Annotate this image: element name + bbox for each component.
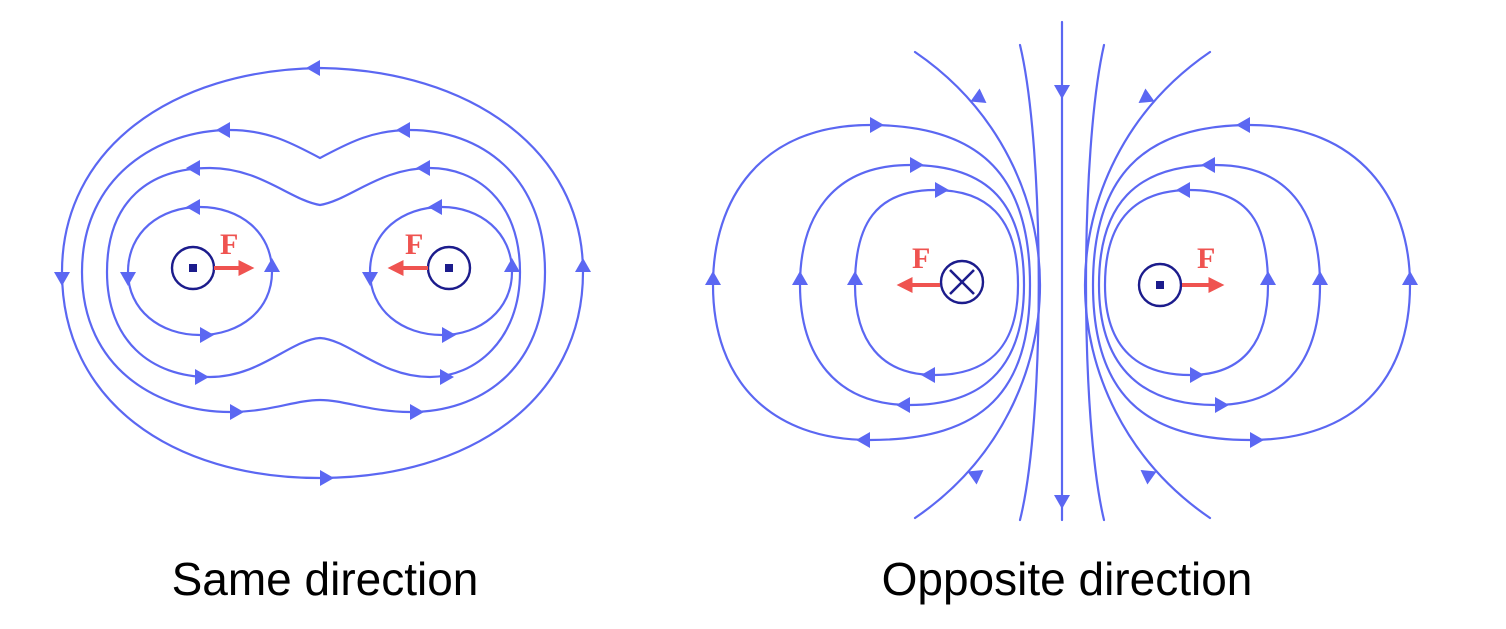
force-label: F — [405, 228, 423, 261]
arrow-icon — [396, 122, 410, 138]
arrow-icon — [216, 122, 230, 138]
arrow-icon — [910, 157, 924, 173]
arrow-icon — [1250, 432, 1264, 448]
field-arrows — [705, 85, 1418, 509]
arrow-icon — [870, 117, 884, 133]
arrow-icon — [1054, 495, 1070, 509]
arrow-icon — [428, 199, 442, 215]
force-arrow: F — [896, 242, 940, 293]
arrow-icon — [200, 327, 214, 343]
field-line — [1103, 188, 1270, 377]
wire-into-page-icon — [939, 259, 985, 305]
field-line — [105, 166, 522, 379]
arrow-icon — [921, 367, 935, 383]
force-label: F — [220, 228, 238, 261]
arrow-icon — [705, 271, 721, 285]
arrow-icon — [1140, 469, 1157, 485]
arrow-icon — [440, 369, 454, 385]
arrow-icon — [896, 397, 910, 413]
arrow-icon — [1138, 88, 1155, 104]
arrow-icon — [120, 272, 136, 286]
arrow-icon — [320, 470, 334, 486]
arrow-icon — [1190, 367, 1204, 383]
arrow-icon — [504, 258, 520, 272]
arrow-icon — [935, 182, 949, 198]
arrow-icon — [1201, 157, 1215, 173]
opposite-direction-panel: F F Opposite direction — [705, 20, 1418, 605]
arrow-icon — [1236, 117, 1250, 133]
arrow-icon — [856, 432, 870, 448]
field-arrows — [54, 60, 591, 486]
field-line — [60, 66, 585, 480]
arrow-icon — [1215, 397, 1229, 413]
force-label: F — [1197, 242, 1215, 275]
field-line — [913, 50, 1042, 520]
same-direction-caption: Same direction — [172, 553, 479, 605]
wire-out-of-page-icon — [170, 245, 216, 291]
arrow-icon — [416, 160, 430, 176]
field-line — [1084, 43, 1106, 522]
arrow-icon — [264, 258, 280, 272]
arrow-icon — [847, 271, 863, 285]
arrow-icon — [970, 88, 987, 104]
arrow-icon — [230, 404, 244, 420]
force-arrow: F — [214, 228, 255, 276]
arrow-icon — [306, 60, 320, 76]
field-line — [80, 128, 547, 414]
wire-out-of-page-icon — [426, 245, 472, 291]
arrow-icon — [967, 469, 984, 485]
arrow-icon — [1054, 85, 1070, 99]
field-line — [853, 188, 1020, 377]
force-arrow: F — [1182, 242, 1225, 293]
force-label: F — [912, 242, 930, 275]
arrow-icon — [792, 271, 808, 285]
field-line — [1018, 43, 1040, 522]
arrow-icon — [410, 404, 424, 420]
opposite-direction-caption: Opposite direction — [882, 553, 1253, 605]
wire-out-of-page-icon — [1137, 262, 1183, 308]
arrow-icon — [575, 258, 591, 272]
arrow-icon — [186, 199, 200, 215]
arrow-icon — [1176, 182, 1190, 198]
force-arrow: F — [387, 228, 428, 276]
field-line — [1083, 50, 1212, 520]
arrow-icon — [195, 369, 209, 385]
arrow-icon — [362, 272, 378, 286]
arrow-icon — [1312, 271, 1328, 285]
arrow-icon — [1402, 271, 1418, 285]
field-lines — [60, 66, 585, 480]
same-direction-panel: F F Same direction — [54, 60, 591, 605]
arrow-icon — [54, 272, 70, 286]
arrow-icon — [1260, 271, 1276, 285]
arrow-icon — [442, 327, 456, 343]
arrow-icon — [186, 160, 200, 176]
